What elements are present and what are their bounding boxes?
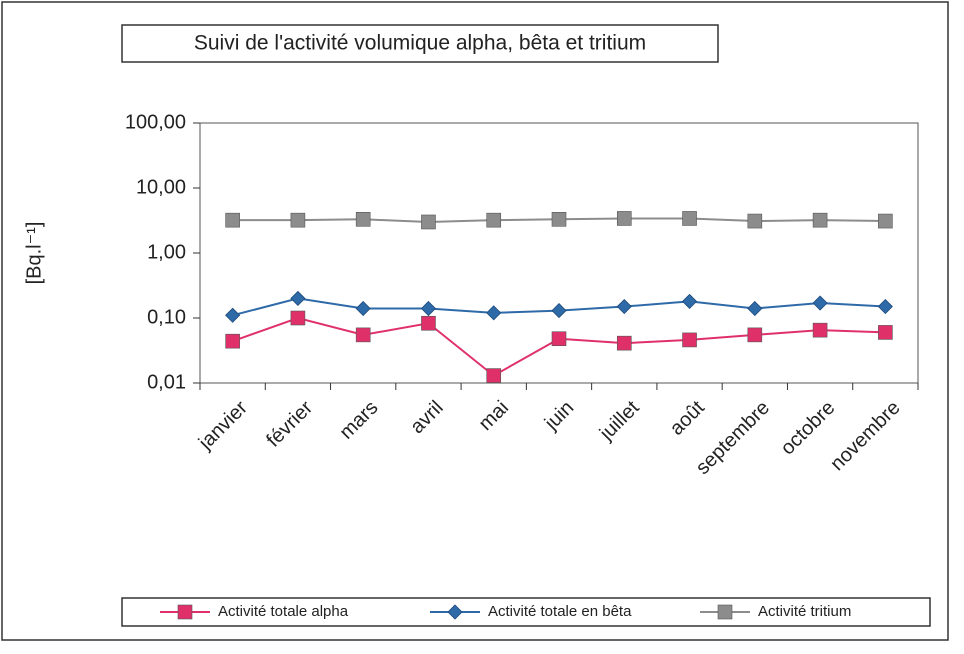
y-tick-label: 1,00 [147,241,186,263]
data-point [290,290,306,306]
data-point [551,331,567,347]
data-point [682,211,697,226]
data-point [486,212,502,228]
data-point [616,335,632,351]
data-point [225,307,241,323]
chart-title: Suivi de l'activité volumique alpha, bêt… [194,32,646,55]
data-point [290,310,306,326]
data-point [681,293,698,309]
data-point [812,295,828,311]
data-point [812,212,828,228]
data-point [878,325,893,340]
y-tick-label: 10,00 [136,176,186,198]
legend-label: Activité totale alpha [218,603,349,620]
data-point [355,300,371,317]
data-point [551,211,567,227]
data-point [225,212,240,228]
data-point [551,303,567,319]
data-point [486,305,502,321]
legend-marker [177,604,193,620]
data-point [878,213,893,229]
plot-area [199,122,919,384]
title-box [121,24,719,63]
data-point [616,298,632,315]
legend-label: Activité tritium [758,603,851,620]
data-point [812,322,828,338]
legend-label: Activité totale en bêta [488,603,632,620]
data-point [421,214,436,230]
y-tick-label: 0,10 [147,306,186,328]
data-point [421,315,436,331]
data-point [225,333,240,349]
data-point [420,300,437,317]
data-point [486,368,502,383]
data-point [747,213,763,229]
data-point [682,332,697,348]
y-tick-label: 0,01 [147,371,186,393]
data-point [355,327,371,343]
data-point [290,212,306,228]
data-point [747,327,763,343]
y-tick-label: 100,00 [125,111,186,133]
legend-marker [447,604,463,620]
legend-marker [717,604,733,620]
data-point [747,300,763,317]
legend-box [121,597,931,627]
data-point [355,211,371,227]
data-point [616,211,632,226]
y-axis-label: [Bq.l⁻¹] [23,222,45,285]
data-point [877,298,893,315]
